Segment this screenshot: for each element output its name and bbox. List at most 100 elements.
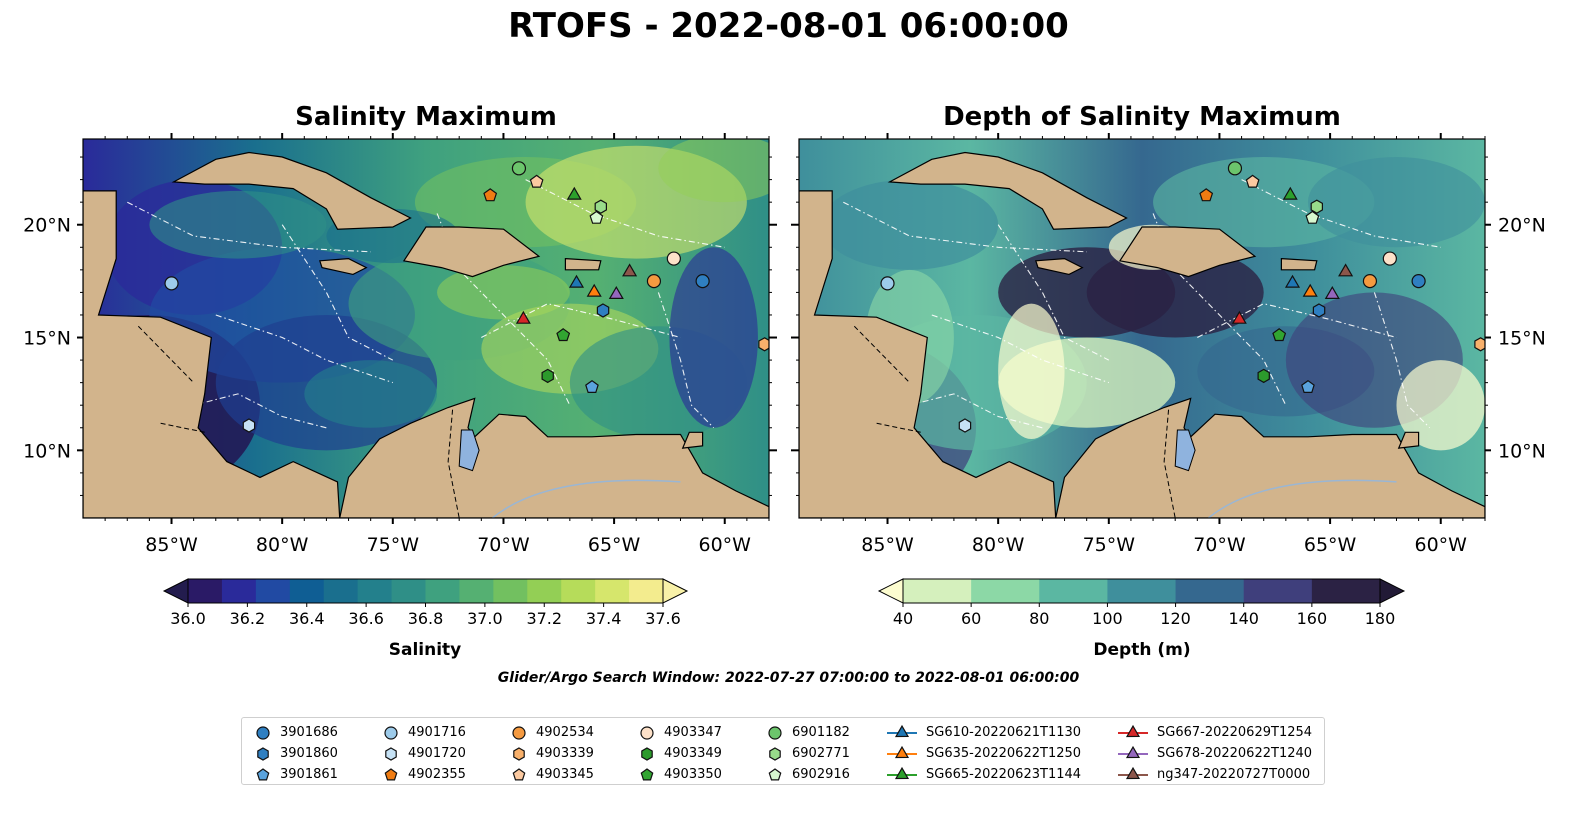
colorbar-swatch (971, 579, 1040, 603)
colorbar-tick-label: 120 (1160, 609, 1191, 628)
legend-marker (384, 725, 398, 740)
legend-marker (384, 767, 398, 780)
obs-marker (1305, 210, 1320, 224)
colorbar-label-depth: Depth (m) (1093, 640, 1191, 660)
x-tick-label: 70°W (1193, 534, 1246, 556)
legend-marker-icon (257, 746, 269, 761)
legend-label: 4903349 (664, 746, 722, 761)
land-trinidad (1397, 431, 1420, 449)
colorbar-extend-low (162, 578, 189, 604)
field-patch (437, 265, 570, 320)
colorbar-swatch (493, 579, 528, 603)
eez-boundary (436, 213, 571, 406)
legend-label: 6902771 (792, 746, 850, 761)
field-patch (1153, 157, 1375, 248)
colorbar-tick-label: 80 (1029, 609, 1049, 628)
land-central (799, 190, 1057, 518)
obs-marker (1310, 199, 1324, 214)
colorbar-swatch (323, 579, 359, 603)
legend-label: 4901716 (408, 725, 466, 740)
colorbar-swatch (1311, 579, 1381, 603)
colorbar-tick-label: 36.2 (230, 609, 266, 628)
eez-boundary (127, 201, 371, 253)
map-frame (798, 138, 1486, 519)
legend-marker-icon (768, 767, 782, 780)
land-puertorico (1280, 257, 1318, 271)
colorbar-extend-high (1379, 578, 1406, 604)
search-window-text: Glider/Argo Search Window: 2022-07-27 07… (497, 670, 1080, 686)
obs-marker (556, 328, 571, 342)
lake-maracaibo (458, 429, 480, 472)
obs-marker (1284, 274, 1301, 288)
colorbar-swatch (1039, 579, 1108, 603)
field-patch (1396, 360, 1485, 451)
land-southamerica (1055, 397, 1485, 518)
land-jamaica (318, 257, 368, 276)
y-tick-label: 10°N (1498, 440, 1546, 462)
legend-marker-icon (384, 767, 398, 780)
legend-marker (894, 745, 910, 758)
colorbar-tick-label: 37.6 (645, 609, 681, 628)
colorbar-swatch (1243, 579, 1313, 603)
obs-marker (586, 283, 602, 297)
x-tick-label: 65°W (1304, 534, 1357, 556)
legend-label: 4903339 (536, 746, 594, 761)
colorbar-swatch (459, 579, 494, 603)
obs-marker (594, 199, 608, 214)
colorbar-swatch (629, 579, 664, 603)
obs-marker (589, 210, 604, 224)
obs-marker (608, 286, 624, 299)
x-tick-label: 60°W (1415, 534, 1468, 556)
colorbar-tick-label: 40 (893, 609, 913, 628)
obs-marker (515, 310, 531, 324)
land-hispaniola (402, 226, 541, 278)
legend-label: SG665-20220623T1144 (926, 767, 1082, 782)
legend-entry: 4901720 (382, 743, 466, 764)
eez-boundary (215, 314, 393, 384)
obs-marker (1312, 303, 1326, 318)
colorbar-tick-label: 37.2 (526, 609, 562, 628)
legend-marker-icon (385, 746, 397, 761)
colorbar-swatch (255, 579, 291, 603)
colorbar-tick-label: 36.0 (170, 609, 206, 628)
colorbar-swatch (561, 579, 596, 603)
legend-label: 3901686 (280, 725, 338, 740)
x-tick-label: 85°W (145, 534, 198, 556)
legend-marker (894, 766, 910, 779)
legend: 3901686 3901860 3901861 4901716 4901720 49023… (241, 717, 1325, 785)
land-southamerica (339, 397, 769, 518)
legend-marker-icon (887, 724, 917, 737)
legend-entry: SG678-20220622T1240 (1117, 743, 1312, 764)
legend-marker-icon (887, 745, 917, 758)
legend-label: 4902355 (408, 767, 466, 782)
legend-marker (385, 746, 397, 761)
map-panel-1: 85°W 80°W 75°W 70°W 65°W 60°W 20°N 15°N 10°N (791, 133, 1546, 556)
colorbar-tick-label: 180 (1365, 609, 1396, 628)
legend-marker-icon (512, 725, 526, 740)
colorbar-extend-low (877, 578, 904, 604)
obs-marker (758, 337, 769, 352)
obs-marker (1474, 337, 1485, 352)
obs-marker (164, 276, 179, 291)
colorbar-1: 40 60 80 100 120 140 160 180 (877, 578, 1406, 628)
eez-boundary (1241, 179, 1441, 248)
obs-marker (511, 161, 527, 176)
y-tick-label: 20°N (23, 215, 71, 237)
legend-entry: 4903350 (638, 764, 722, 785)
legend-label: SG667-20220629T1254 (1157, 725, 1313, 740)
river (1207, 479, 1397, 518)
obs-marker (880, 276, 895, 291)
legend-label: 4901720 (408, 746, 466, 761)
legend-marker (640, 725, 654, 740)
eez-boundary (843, 201, 1087, 253)
y-tick-label: 15°N (1498, 328, 1546, 350)
map-panel-0: 85°W 80°W 75°W 70°W 65°W 60°W 20°N 15°N 10°N (23, 133, 777, 556)
country-border (137, 325, 460, 518)
legend-column: 3901686 3901860 3901861 (254, 722, 338, 785)
legend-entry: 6902771 (766, 743, 850, 764)
y-tick-label: 20°N (1498, 215, 1546, 237)
legend-entry: 4902355 (382, 764, 466, 785)
obs-marker (622, 263, 638, 277)
eez-boundary (1197, 303, 1397, 339)
x-tick-label: 80°W (972, 534, 1025, 556)
